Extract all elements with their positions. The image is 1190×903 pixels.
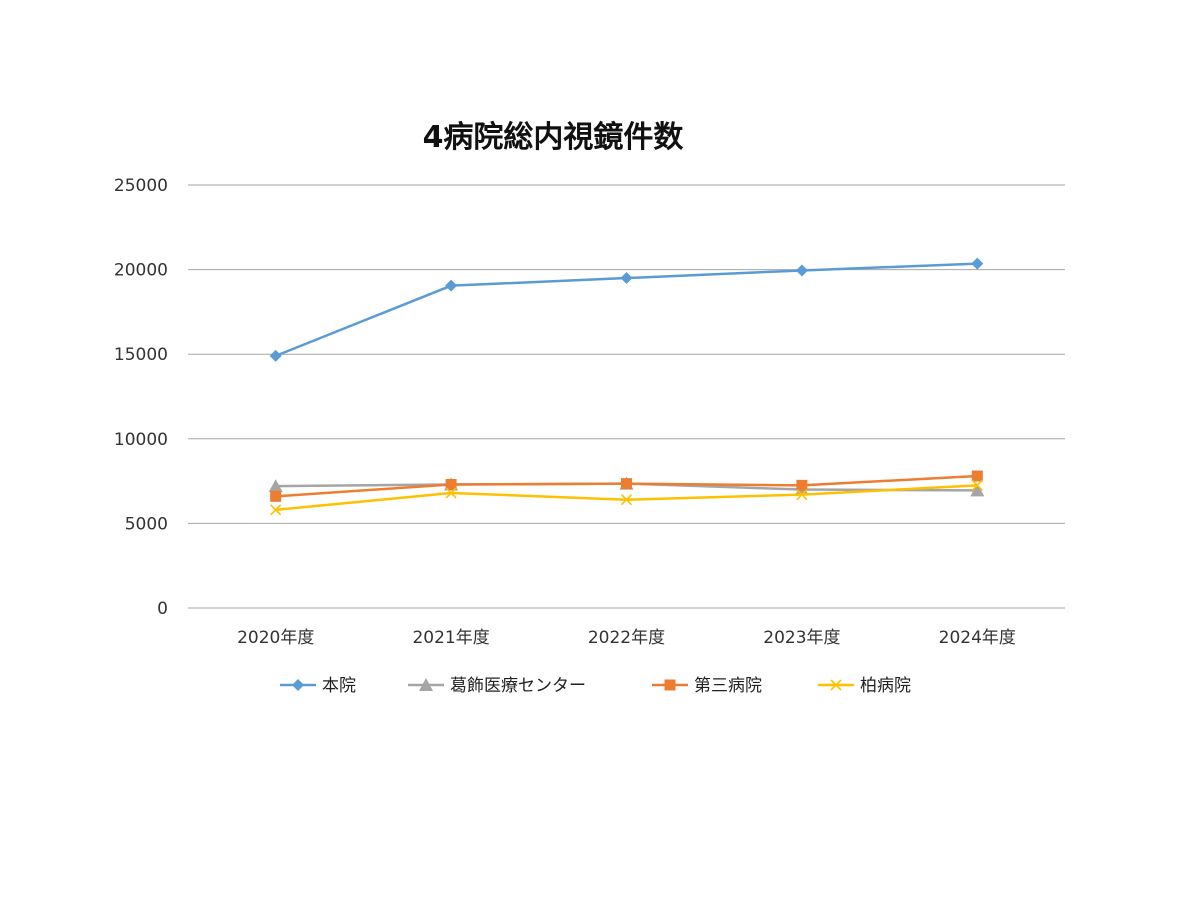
series-3 xyxy=(270,479,983,516)
data-point xyxy=(970,483,985,497)
series-2 xyxy=(270,470,983,502)
gridlines xyxy=(188,184,1065,609)
x-tick-label: 2024年度 xyxy=(939,628,1016,648)
y-tick-label: 20000 xyxy=(114,261,168,281)
legend-item: 第三病院 xyxy=(652,676,762,696)
legend-item: 柏病院 xyxy=(818,676,911,696)
marker-stroke xyxy=(796,489,808,501)
legend-marker xyxy=(419,678,433,691)
series-lines xyxy=(268,257,985,516)
marker-stroke xyxy=(971,479,983,491)
legend-label: 本院 xyxy=(322,676,356,696)
legend-label: 柏病院 xyxy=(860,676,911,696)
data-point xyxy=(445,279,458,292)
marker-stroke xyxy=(620,494,633,506)
legend: 本院 葛飾医療センター 第三病院 柏病院 xyxy=(280,676,911,696)
data-point xyxy=(971,257,984,270)
data-point xyxy=(270,504,282,516)
data-point xyxy=(796,479,808,491)
y-tick-label: 5000 xyxy=(125,514,168,534)
y-tick-label: 10000 xyxy=(114,430,168,450)
y-tick-label: 25000 xyxy=(114,176,168,196)
data-point xyxy=(445,487,457,499)
y-axis: 0 5000 10000 15000 20000 25000 xyxy=(114,176,168,619)
data-point xyxy=(971,479,983,491)
legend-item: 葛飾医療センター xyxy=(408,676,586,696)
x-tick-label: 2023年度 xyxy=(763,628,840,648)
data-point xyxy=(269,349,282,362)
marker-stroke xyxy=(270,504,282,516)
legend-label: 葛飾医療センター xyxy=(450,676,586,696)
marker-stroke xyxy=(445,487,457,499)
y-tick-label: 0 xyxy=(157,599,168,619)
legend-marker xyxy=(292,679,304,691)
x-tick-label: 2022年度 xyxy=(588,628,665,648)
legend-marker xyxy=(664,679,676,691)
marker-stroke xyxy=(830,679,842,691)
data-point xyxy=(971,470,983,482)
legend-label: 第三病院 xyxy=(694,676,762,696)
x-tick-label: 2020年度 xyxy=(237,628,314,648)
data-point xyxy=(270,490,282,502)
data-point xyxy=(795,264,808,277)
x-axis: 2020年度 2021年度 2022年度 2023年度 2024年度 xyxy=(237,628,1016,648)
legend-item: 本院 xyxy=(280,676,356,696)
data-point xyxy=(445,478,457,490)
data-point xyxy=(796,489,808,501)
y-tick-label: 15000 xyxy=(114,345,168,365)
data-point xyxy=(268,479,283,493)
legend-marker xyxy=(830,679,842,691)
series-0 xyxy=(269,257,984,362)
data-point xyxy=(621,478,632,490)
chart-title: 4病院総内視鏡件数 xyxy=(423,120,685,155)
x-tick-label: 2021年度 xyxy=(412,628,489,648)
data-point xyxy=(620,494,633,506)
data-point xyxy=(620,272,633,285)
